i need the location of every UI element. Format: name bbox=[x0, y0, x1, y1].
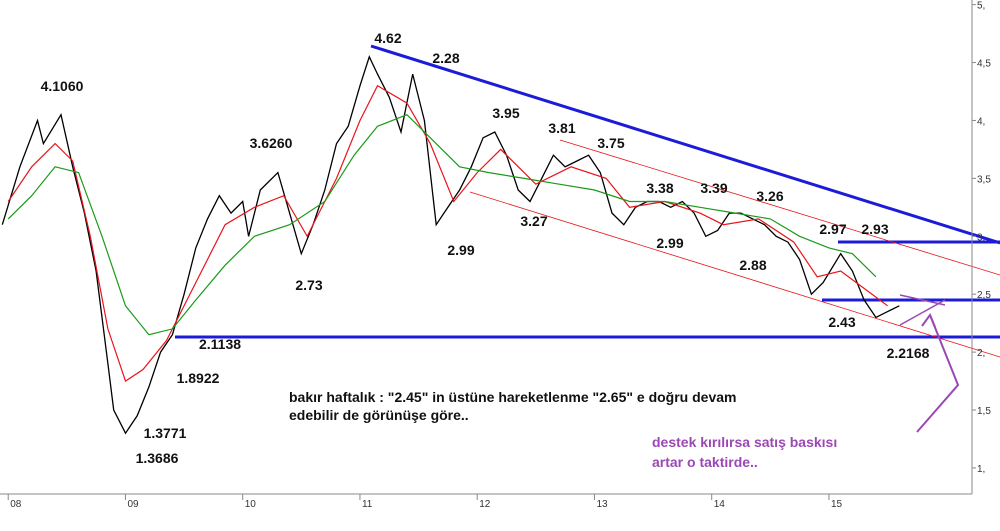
y-tick-label: 4,5 bbox=[977, 59, 991, 70]
price-line bbox=[7, 113, 877, 336]
y-tick-label: 3, bbox=[977, 232, 985, 243]
price-label: 2.28 bbox=[432, 50, 459, 66]
y-tick-label: 4, bbox=[977, 116, 985, 127]
comment-line: edebilir de görünüşe göre.. bbox=[289, 407, 469, 423]
price-label: 2.97 bbox=[819, 221, 846, 237]
price-label: 2.88 bbox=[739, 257, 766, 273]
trend-lines bbox=[175, 44, 1000, 433]
channel-line bbox=[469, 191, 1000, 358]
price-label: 3.26 bbox=[756, 188, 783, 204]
price-label: 2.99 bbox=[656, 235, 683, 251]
wedge-line bbox=[899, 299, 946, 326]
price-label: 3.95 bbox=[492, 105, 519, 121]
price-label: 3.6260 bbox=[250, 135, 293, 151]
wedge-line bbox=[899, 294, 946, 306]
price-label: 3.27 bbox=[520, 213, 547, 229]
trend-line bbox=[370, 44, 1000, 245]
price-line bbox=[7, 84, 888, 383]
x-tick-label: 13 bbox=[596, 499, 608, 510]
arrow-head bbox=[921, 312, 936, 328]
x-tick-label: 10 bbox=[245, 499, 257, 510]
price-label: 2.99 bbox=[447, 242, 474, 258]
comment-line: bakır haftalık : "2.45" in üstüne hareke… bbox=[289, 389, 736, 405]
x-tick-label: 11 bbox=[362, 499, 373, 510]
y-tick-label: 1, bbox=[977, 464, 985, 475]
price-label: 3.38 bbox=[646, 180, 673, 196]
warning-line: destek kırılırsa satış baskısı bbox=[652, 434, 837, 450]
price-label: 3.39 bbox=[700, 180, 727, 196]
plot bbox=[1, 55, 900, 435]
y-tick-label: 5, bbox=[977, 1, 985, 12]
y-tick-label: 1,5 bbox=[977, 406, 991, 417]
price-label: 4.1060 bbox=[41, 78, 84, 94]
price-label: 2.1138 bbox=[199, 336, 241, 352]
price-label: 1.8922 bbox=[177, 370, 220, 386]
price-label: 3.75 bbox=[597, 135, 624, 151]
price-label: 1.3686 bbox=[136, 450, 179, 466]
price-label: 2.93 bbox=[861, 221, 888, 237]
price-label: 1.3771 bbox=[144, 425, 187, 441]
price-label: 2.43 bbox=[828, 314, 855, 330]
channel-line bbox=[559, 139, 1000, 276]
price-label: 2.2168 bbox=[887, 345, 930, 361]
annotations: 4.1060 1.3771 1.3686 1.8922 2.1138 3.626… bbox=[41, 30, 930, 470]
price-label: 2.73 bbox=[295, 277, 322, 293]
y-tick-label: 3,5 bbox=[977, 174, 991, 185]
price-label: 4.62 bbox=[374, 30, 401, 46]
x-tick-label: 09 bbox=[127, 499, 139, 510]
warning-line: artar o taktirde.. bbox=[652, 454, 758, 470]
y-tick-label: 2,5 bbox=[977, 290, 991, 301]
price-label: 3.81 bbox=[548, 120, 575, 136]
x-tick-label: 14 bbox=[714, 499, 726, 510]
x-tick-label: 15 bbox=[831, 499, 843, 510]
x-tick-label: 08 bbox=[10, 499, 22, 510]
y-tick-label: 2, bbox=[977, 348, 985, 359]
x-tick-label: 12 bbox=[479, 499, 491, 510]
arrow bbox=[916, 314, 960, 433]
